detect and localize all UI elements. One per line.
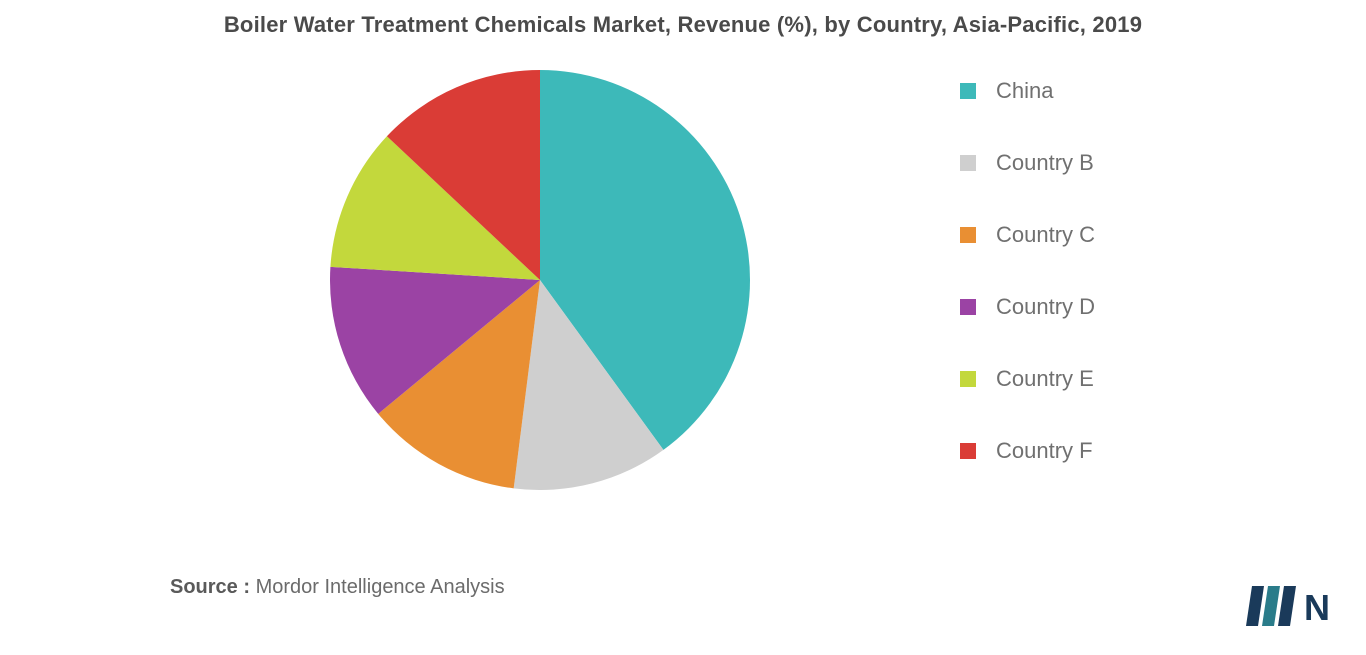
legend-label: Country E (996, 366, 1094, 392)
chart-title: Boiler Water Treatment Chemicals Market,… (0, 12, 1366, 38)
source-line: Source : Mordor Intelligence Analysis (170, 576, 505, 599)
legend-item: Country C (960, 222, 1095, 248)
legend-label: Country F (996, 438, 1093, 464)
legend-swatch (960, 443, 976, 459)
legend: China Country B Country C Country D Country … (960, 78, 1095, 464)
pie-chart (330, 70, 750, 490)
source-text: Mordor Intelligence Analysis (256, 576, 505, 598)
logo-bar (1262, 586, 1280, 626)
brand-logo: N (1246, 582, 1336, 635)
legend-label: China (996, 78, 1053, 104)
legend-swatch (960, 299, 976, 315)
legend-swatch (960, 83, 976, 99)
legend-item: Country E (960, 366, 1095, 392)
source-label: Source : (170, 576, 250, 598)
legend-swatch (960, 155, 976, 171)
pie-svg (330, 70, 750, 490)
legend-label: Country D (996, 294, 1095, 320)
legend-swatch (960, 227, 976, 243)
chart-container: Boiler Water Treatment Chemicals Market,… (0, 0, 1366, 655)
brand-logo-svg: N (1246, 582, 1336, 630)
logo-bar (1246, 586, 1264, 626)
legend-label: Country B (996, 150, 1094, 176)
legend-item: Country B (960, 150, 1095, 176)
legend-label: Country C (996, 222, 1095, 248)
legend-swatch (960, 371, 976, 387)
legend-item: Country D (960, 294, 1095, 320)
legend-item: Country F (960, 438, 1095, 464)
legend-item: China (960, 78, 1095, 104)
logo-bar (1278, 586, 1296, 626)
logo-text: N (1304, 587, 1330, 628)
